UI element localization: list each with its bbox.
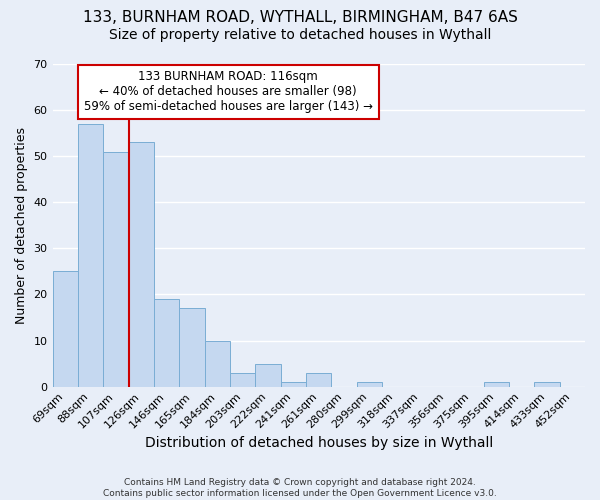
Y-axis label: Number of detached properties: Number of detached properties xyxy=(15,127,28,324)
Bar xyxy=(205,340,230,386)
Bar xyxy=(78,124,103,386)
Bar xyxy=(534,382,560,386)
Bar xyxy=(484,382,509,386)
Bar xyxy=(256,364,281,386)
Bar xyxy=(306,373,331,386)
Bar xyxy=(281,382,306,386)
Text: 133, BURNHAM ROAD, WYTHALL, BIRMINGHAM, B47 6AS: 133, BURNHAM ROAD, WYTHALL, BIRMINGHAM, … xyxy=(83,10,517,25)
Bar xyxy=(128,142,154,386)
Text: 133 BURNHAM ROAD: 116sqm
← 40% of detached houses are smaller (98)
59% of semi-d: 133 BURNHAM ROAD: 116sqm ← 40% of detach… xyxy=(84,70,373,114)
Bar xyxy=(154,299,179,386)
Bar xyxy=(230,373,256,386)
Text: Contains HM Land Registry data © Crown copyright and database right 2024.
Contai: Contains HM Land Registry data © Crown c… xyxy=(103,478,497,498)
Bar xyxy=(103,152,128,386)
X-axis label: Distribution of detached houses by size in Wythall: Distribution of detached houses by size … xyxy=(145,436,493,450)
Text: Size of property relative to detached houses in Wythall: Size of property relative to detached ho… xyxy=(109,28,491,42)
Bar xyxy=(179,308,205,386)
Bar xyxy=(53,272,78,386)
Bar xyxy=(357,382,382,386)
